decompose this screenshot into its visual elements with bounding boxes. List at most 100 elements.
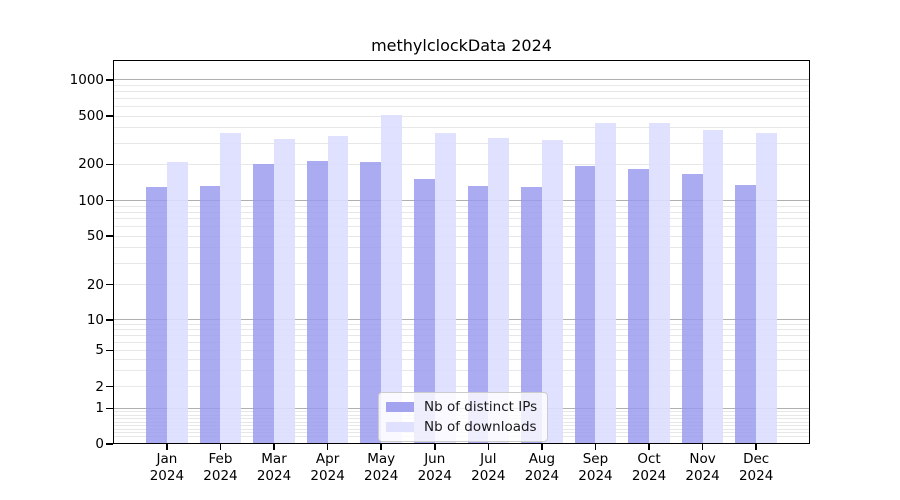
bar-distinct-ips [199,185,221,443]
y-tick-mark [106,235,113,237]
bar-downloads [220,132,242,443]
gridline-minor [114,262,809,264]
month-year: 2024 [310,468,345,484]
x-tick-label: Apr 2024 [298,451,358,485]
x-tick-label: Jun 2024 [405,451,465,485]
month-year: 2024 [524,468,560,484]
month-name: Mar [261,451,287,467]
month-year: 2024 [149,468,185,484]
x-tick-label: Mar 2024 [244,451,304,485]
y-tick-label: 1000 [69,71,104,88]
bar-distinct-ips [521,186,542,443]
bar-downloads [327,135,349,443]
y-tick-mark [106,199,113,202]
month-name: Jul [480,451,497,467]
gridline-major [114,200,809,202]
legend-item: Nb of downloads [379,417,547,437]
gridline-major [114,79,809,81]
gridline-minor [114,247,809,249]
x-tick-label: Jul 2024 [458,451,518,485]
gridline-minor [114,106,809,108]
month-name: Dec [743,451,770,467]
y-tick-label: 1 [95,400,104,417]
chart-title: methylclockData 2024 [371,36,552,55]
gridline-minor [114,358,809,360]
y-tick-label: 200 [78,156,104,173]
bar-distinct-ips [306,160,328,443]
month-year: 2024 [471,468,506,484]
month-year: 2024 [363,468,399,484]
month-name: Apr [315,451,340,467]
month-year: 2024 [738,468,774,484]
x-tick-label: Dec 2024 [726,451,786,485]
bar-downloads [595,122,617,443]
month-name: May [367,451,396,467]
bar-downloads [541,139,563,443]
bar-downloads [166,161,188,443]
gridline-minor [114,211,809,213]
bar-distinct-ips [413,179,435,443]
month-name: Oct [637,451,661,467]
y-tick-label: 500 [78,108,104,125]
gridline-minor [114,235,809,237]
legend-swatch [386,422,414,432]
x-tick-mark [219,444,222,450]
gridline-minor [114,323,809,325]
y-tick-mark [106,443,113,445]
bar-distinct-ips [628,169,650,443]
legend-item-label: Nb of downloads [424,419,537,435]
x-tick-mark [380,444,382,450]
legend-item-label: Nb of distinct IPs [424,399,538,415]
gridline-minor [114,386,809,388]
bar-distinct-ips [574,166,596,443]
x-tick-mark [648,444,650,450]
y-tick-mark [106,319,113,321]
bar-downloads [488,138,510,443]
y-tick-mark [106,115,113,117]
x-tick-mark [434,444,436,450]
bar-distinct-ips [735,185,757,443]
bar-distinct-ips [360,161,382,443]
y-tick-label: 20 [86,276,104,293]
month-name: Aug [528,451,556,467]
bar-distinct-ips [146,186,167,443]
gridline-minor [114,349,809,351]
bar-downloads [381,114,402,443]
gridline-minor [114,142,809,144]
gridline-minor [114,127,809,129]
x-tick-label: Aug 2024 [512,451,572,485]
month-year: 2024 [256,468,292,484]
gridline-minor [114,284,809,285]
gridline-minor [114,91,809,93]
x-tick-label: Feb 2024 [190,451,250,485]
month-name: Jun [424,451,446,467]
x-tick-label: Jan 2024 [137,451,197,485]
x-tick-label: Nov 2024 [673,451,733,485]
month-name: Feb [208,451,233,467]
gridline-minor [114,84,809,86]
gridline-minor [114,335,809,337]
gridline-minor [114,205,809,207]
x-tick-mark [594,444,597,450]
y-tick-mark [106,79,113,81]
bar-distinct-ips [467,186,489,443]
gridline-minor [114,370,809,372]
y-tick-mark [106,407,113,410]
month-year: 2024 [685,468,720,484]
x-tick-mark [701,444,704,450]
gridline-minor [114,98,809,100]
gridline-minor [114,329,809,331]
legend-item: Nb of distinct IPs [379,397,547,417]
y-tick-label: 50 [86,228,104,245]
month-year: 2024 [203,468,238,484]
gridline-minor [114,226,809,228]
y-tick-mark [106,283,113,286]
legend-swatch [386,402,414,412]
y-tick-label: 10 [86,311,104,328]
bar-distinct-ips [253,164,275,443]
month-name: Jan [156,451,178,467]
gridline-minor [114,115,809,117]
legend: Nb of distinct IPs Nb of downloads [378,392,548,442]
y-tick-mark [106,385,113,388]
